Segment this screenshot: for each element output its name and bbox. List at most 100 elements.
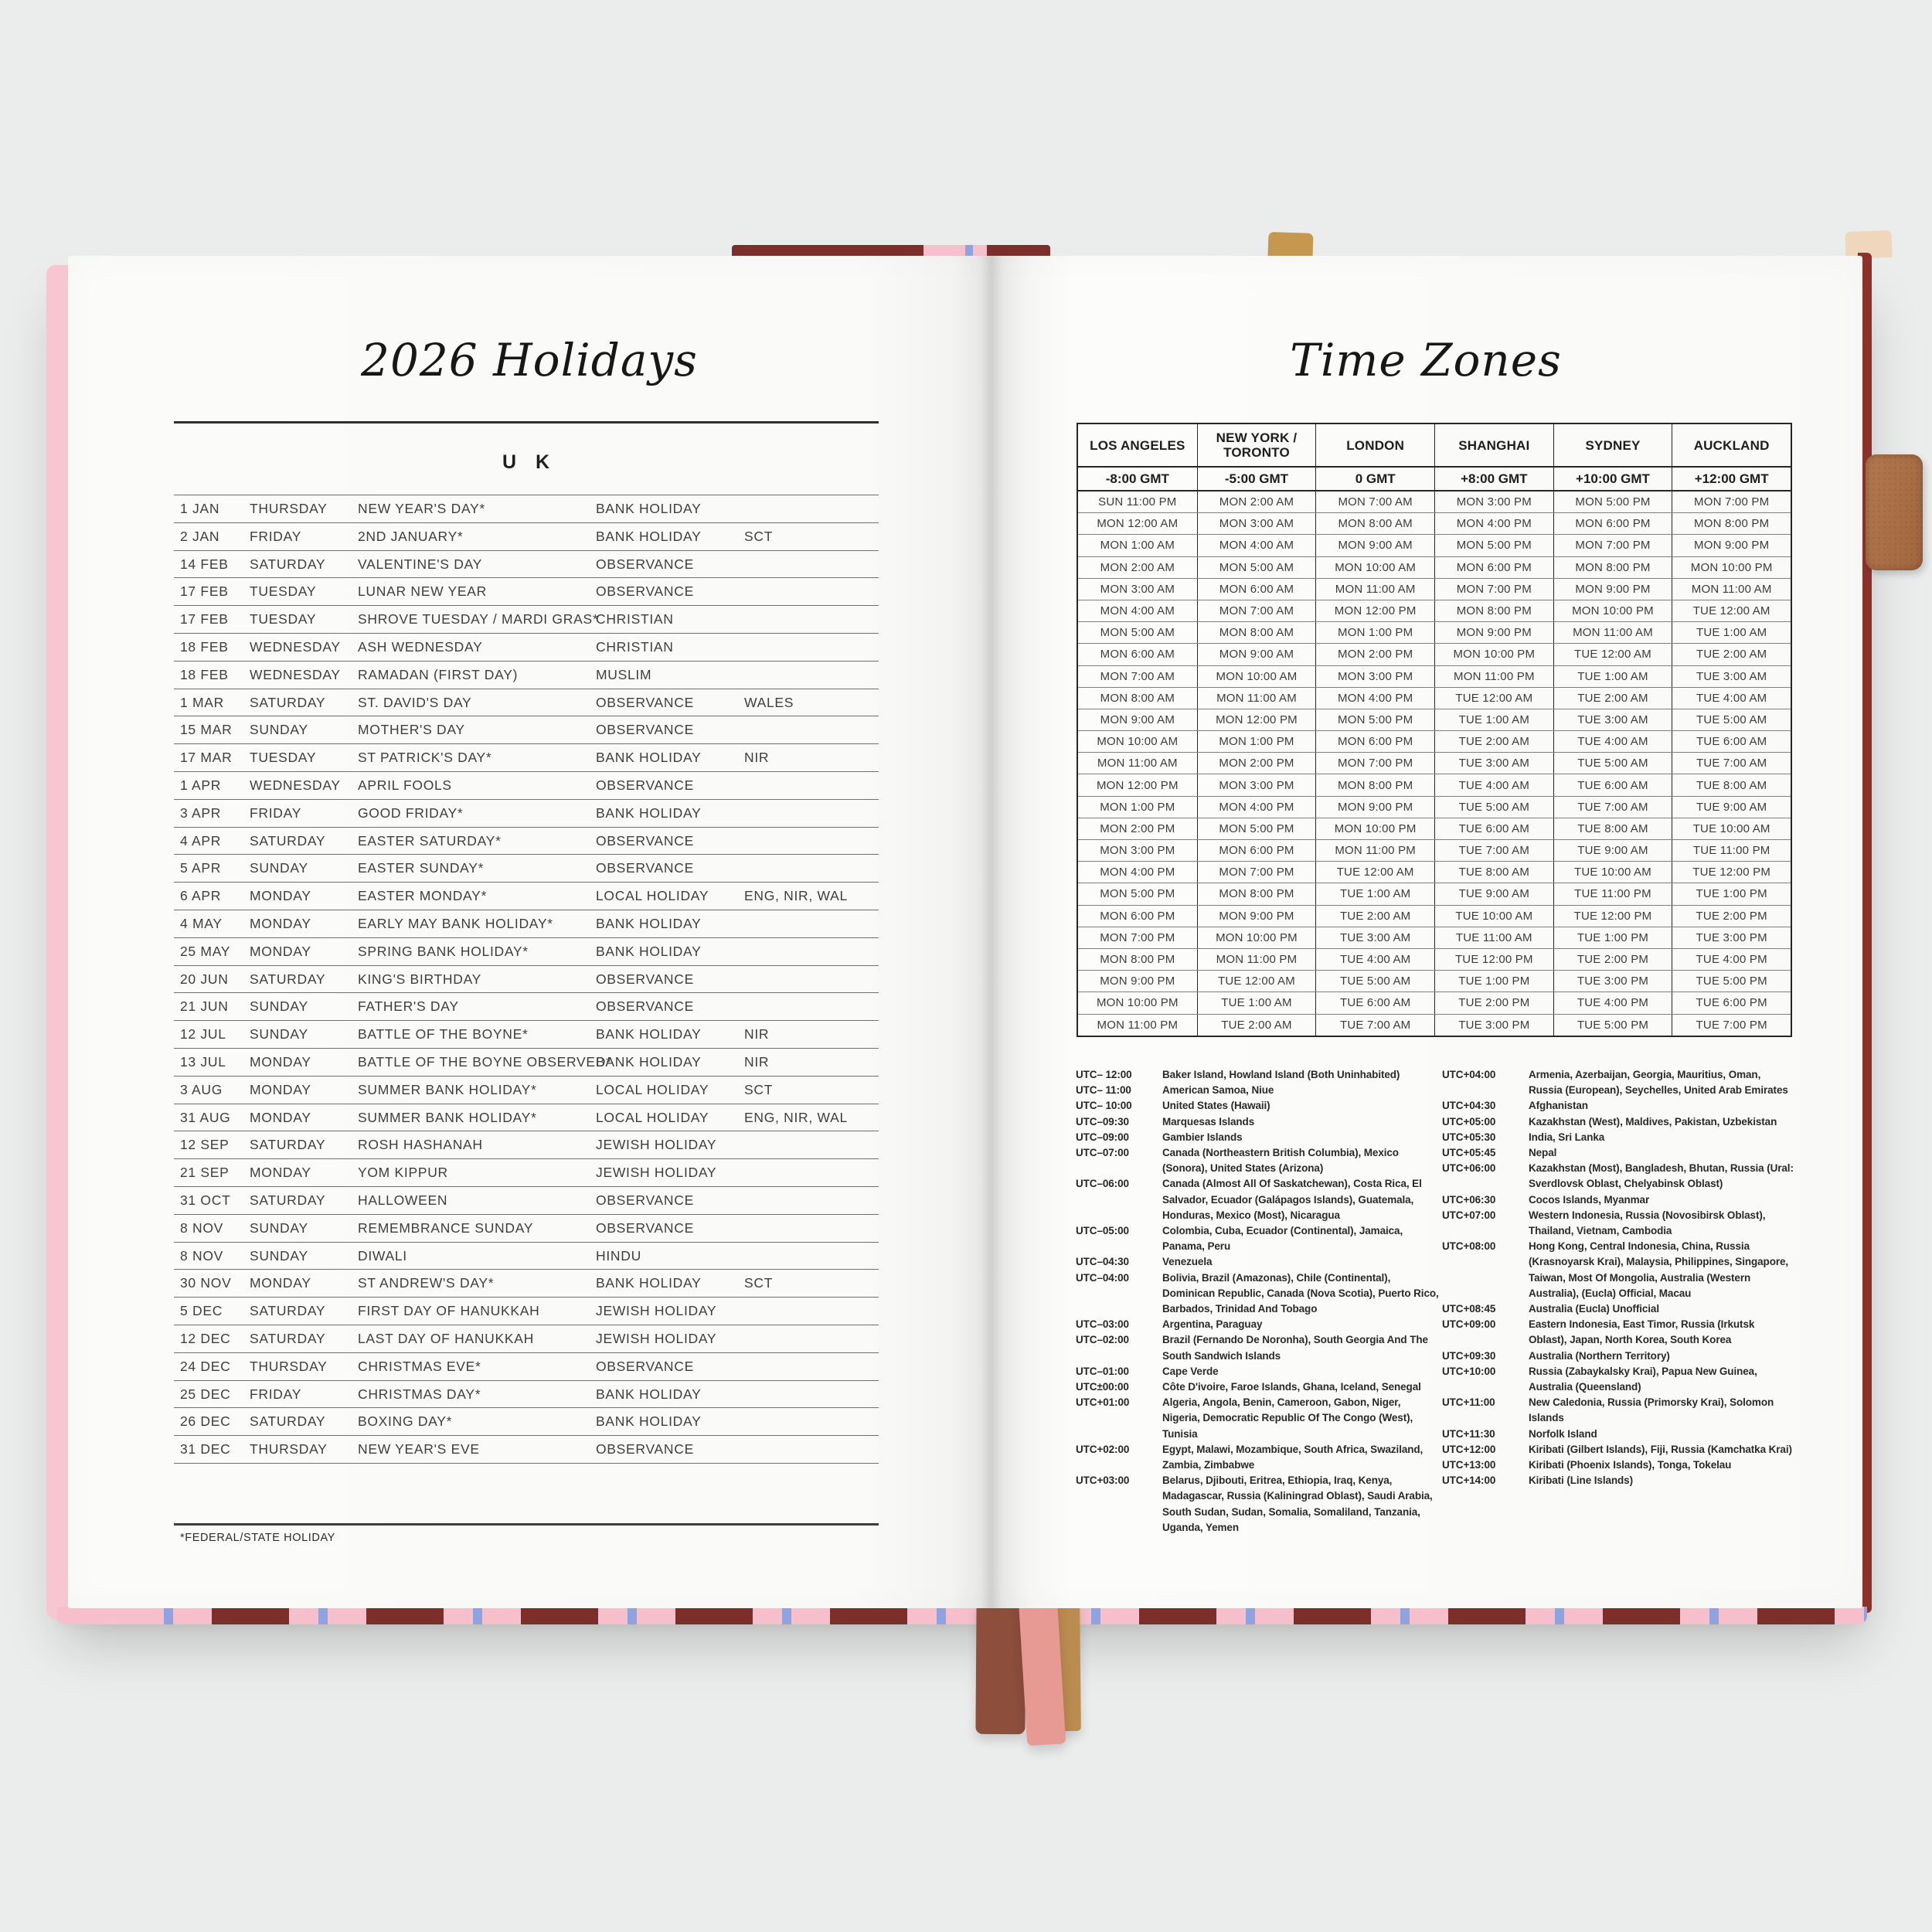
holiday-row: 25 DEC FRIDAY CHRISTMAS DAY* BANK HOLIDA… — [174, 1379, 879, 1408]
holiday-weekday: SATURDAY — [250, 1413, 326, 1430]
utc-regions: Afghanistan — [1529, 1100, 1588, 1112]
utc-offset-label: UTC+11:00 — [1442, 1396, 1495, 1409]
holiday-weekday: SATURDAY — [250, 1303, 326, 1319]
timezone-cell: TUE 10:00 AM — [1434, 905, 1553, 927]
utc-regions: Western Indonesia, Russia (Novosibirsk O… — [1529, 1209, 1766, 1237]
timezone-cell: TUE 12:00 AM — [1196, 971, 1316, 992]
utc-entry: UTC+02:00 Egypt, Malawi, Mozambique, Sou… — [1076, 1442, 1439, 1473]
holiday-date: 4 MAY — [180, 915, 223, 931]
cover-bottom-edge — [57, 1607, 1867, 1624]
utc-offset-label: UTC–01:00 — [1076, 1365, 1129, 1377]
timezone-cell: MON 7:00 PM — [1434, 578, 1553, 600]
utc-offset-label: UTC–04:00 — [1076, 1271, 1129, 1284]
utc-entry: UTC+09:30 Australia (Northern Territory) — [1442, 1349, 1794, 1364]
utc-offset-label: UTC+01:00 — [1076, 1396, 1130, 1409]
timezone-cell: MON 9:00 PM — [1672, 535, 1791, 556]
timezone-cell: TUE 11:00 PM — [1553, 883, 1672, 905]
timezone-row: MON 12:00 PM MON 3:00 PM MON 8:00 PM TUE 4:… — [1078, 774, 1791, 797]
holidays-table: 1 JAN THURSDAY NEW YEAR'S DAY* BANK HOLI… — [174, 495, 879, 1464]
city-header-cell: SYDNEY — [1553, 424, 1672, 466]
utc-entry: UTC+10:00 Russia (Zabaykalsky Krai), Pap… — [1442, 1364, 1794, 1395]
holiday-name: EASTER SATURDAY* — [358, 832, 502, 849]
holiday-date: 13 JUL — [180, 1053, 226, 1070]
utc-regions: Kiribati (Gilbert Islands), Fiji, Russia… — [1529, 1443, 1792, 1455]
utc-offset-label: UTC–09:30 — [1076, 1115, 1129, 1128]
holiday-row: 26 DEC SATURDAY BOXING DAY* BANK HOLIDAY — [174, 1407, 879, 1435]
utc-regions: Russia (Zabaykalsky Krai), Papua New Gui… — [1529, 1365, 1757, 1393]
holiday-weekday: SATURDAY — [250, 971, 326, 987]
utc-regions: Australia (Eucla) Unofficial — [1529, 1303, 1659, 1315]
utc-entry: UTC–06:00 Canada (Almost All Of Saskatch… — [1076, 1176, 1439, 1223]
holiday-weekday: MONDAY — [250, 1109, 311, 1125]
holiday-name: EARLY MAY BANK HOLIDAY* — [358, 915, 553, 931]
timezone-cell: MON 9:00 PM — [1196, 905, 1316, 927]
holiday-date: 31 DEC — [180, 1441, 231, 1458]
timezone-cell: TUE 1:00 AM — [1672, 622, 1791, 644]
timezone-cell: MON 6:00 PM — [1100, 909, 1175, 923]
timezone-cell: TUE 7:00 AM — [1553, 796, 1672, 818]
timezone-cell: MON 10:00 PM — [1434, 644, 1553, 665]
timezone-cell: TUE 11:00 PM — [1672, 840, 1791, 862]
timezone-row: MON 8:00 AM MON 11:00 AM MON 4:00 PM TUE 12… — [1078, 687, 1791, 709]
utc-entry: UTC+06:00 Kazakhstan (Most), Bangladesh,… — [1442, 1161, 1794, 1192]
holiday-type: JEWISH HOLIDAY — [596, 1137, 717, 1153]
holiday-type: BANK HOLIDAY — [596, 1053, 702, 1070]
timezone-cell: TUE 6:00 PM — [1672, 992, 1791, 1014]
utc-regions: Cape Verde — [1162, 1365, 1219, 1377]
holiday-weekday: WEDNESDAY — [250, 638, 341, 655]
holiday-weekday: SUNDAY — [250, 1247, 308, 1264]
timezone-cell: TUE 2:00 AM — [1196, 1014, 1316, 1036]
holiday-name: ST. DAVID'S DAY — [358, 694, 472, 710]
utc-offset-label: UTC+02:00 — [1076, 1443, 1130, 1455]
utc-offset-label: UTC–02:00 — [1076, 1334, 1129, 1346]
timezone-cell: MON 2:00 PM — [1315, 644, 1434, 665]
holiday-date: 18 FEB — [180, 666, 229, 682]
utc-regions: Canada (Northeastern British Columbia), … — [1162, 1147, 1399, 1175]
holiday-weekday: FRIDAY — [250, 528, 302, 544]
holiday-name: HALLOWEEN — [358, 1192, 448, 1208]
utc-regions: Norfolk Island — [1529, 1427, 1597, 1440]
holiday-date: 1 JAN — [180, 501, 220, 516]
holiday-row: 17 MAR TUESDAY ST PATRICK'S DAY* BANK HO… — [174, 743, 879, 771]
holiday-weekday: WEDNESDAY — [250, 666, 341, 682]
timezone-cell: MON 6:00 PM — [1434, 556, 1553, 578]
timezone-cell: MON 8:00 AM — [1100, 691, 1175, 705]
holiday-weekday: WEDNESDAY — [250, 777, 341, 793]
holiday-type: OBSERVANCE — [596, 860, 694, 876]
utc-regions: Armenia, Azerbaijan, Georgia, Mauritius,… — [1529, 1069, 1788, 1097]
utc-regions: Algeria, Angola, Benin, Cameroon, Gabon,… — [1162, 1396, 1413, 1440]
timezone-cell: MON 3:00 PM — [1100, 844, 1175, 858]
holiday-row: 1 JAN THURSDAY NEW YEAR'S DAY* BANK HOLI… — [174, 495, 879, 522]
timezone-row: MON 7:00 PM MON 10:00 PM TUE 3:00 AM TUE 11… — [1078, 927, 1791, 949]
utc-regions: Brazil (Fernando De Noronha), South Geor… — [1162, 1334, 1428, 1362]
timezone-cell: TUE 5:00 AM — [1434, 796, 1553, 818]
holiday-name: CHRISTMAS DAY* — [358, 1386, 481, 1402]
holiday-weekday: MONDAY — [250, 1165, 311, 1181]
holiday-row: 6 APR MONDAY EASTER MONDAY* LOCAL HOLIDA… — [174, 882, 879, 910]
utc-regions: Cocos Islands, Myanmar — [1529, 1193, 1650, 1206]
timezone-row: MON 6:00 PM MON 9:00 PM TUE 2:00 AM TUE 10:… — [1078, 905, 1791, 927]
timezone-cell: MON 6:00 AM — [1196, 578, 1316, 600]
timezone-cell: MON 11:00 AM — [1097, 757, 1178, 770]
holiday-row: 17 FEB TUESDAY SHROVE TUESDAY / MARDI GR… — [174, 605, 879, 633]
timezone-cell: TUE 12:00 AM — [1434, 687, 1553, 709]
utc-regions: Venezuela — [1162, 1256, 1213, 1268]
holiday-row: 17 FEB TUESDAY LUNAR NEW YEAR OBSERVANCE — [174, 577, 879, 605]
holiday-region: SCT — [744, 1275, 774, 1291]
utc-regions: Kiribati (Phoenix Islands), Tonga, Tokel… — [1529, 1459, 1732, 1471]
holiday-row: 13 JUL MONDAY BATTLE OF THE BOYNE OBSERV… — [174, 1047, 879, 1076]
holiday-type: BANK HOLIDAY — [596, 501, 702, 516]
holiday-row: 18 FEB WEDNESDAY ASH WEDNESDAY CHRISTIAN — [174, 632, 879, 661]
holiday-date: 31 OCT — [180, 1192, 231, 1208]
utc-entry: UTC–09:00 Gambier Islands — [1076, 1130, 1439, 1145]
utc-regions: Bolivia, Brazil (Amazonas), Chile (Conti… — [1162, 1271, 1439, 1315]
timezone-cell: MON 10:00 AM — [1196, 665, 1316, 687]
holiday-region: NIR — [744, 1053, 770, 1070]
holiday-date: 24 DEC — [180, 1358, 231, 1374]
timezone-cell: TUE 6:00 AM — [1434, 818, 1553, 839]
holiday-row: 25 MAY MONDAY SPRING BANK HOLIDAY* BANK … — [174, 937, 879, 965]
holiday-region: ENG, NIR, WAL — [744, 888, 848, 904]
timezone-cell: MON 8:00 AM — [1315, 513, 1434, 535]
holidays-page-title: 2026 Holidays — [361, 334, 698, 386]
